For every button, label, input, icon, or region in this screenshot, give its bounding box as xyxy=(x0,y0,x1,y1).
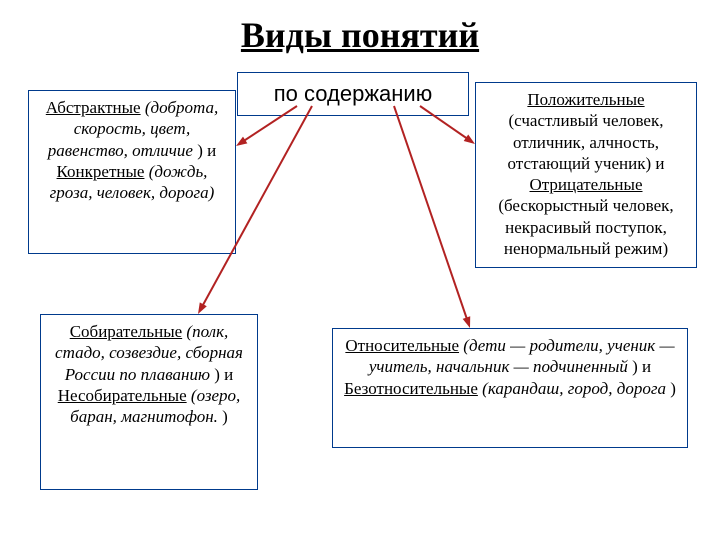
node-positive-negative: Положительные (счастливый человек, отлич… xyxy=(475,82,697,268)
hub-box: по содержанию xyxy=(237,72,469,116)
node-collective-noncollective: Собирательные (полк, стадо, созвездие, с… xyxy=(40,314,258,490)
node-relative-absolute: Относительные (дети — родители, ученик —… xyxy=(332,328,688,448)
hub-label: по содержанию xyxy=(274,81,432,107)
page-title: Виды понятий xyxy=(0,14,720,56)
node-abstract-concrete: Абстрактные (доброта, скорость, цвет, ра… xyxy=(28,90,236,254)
